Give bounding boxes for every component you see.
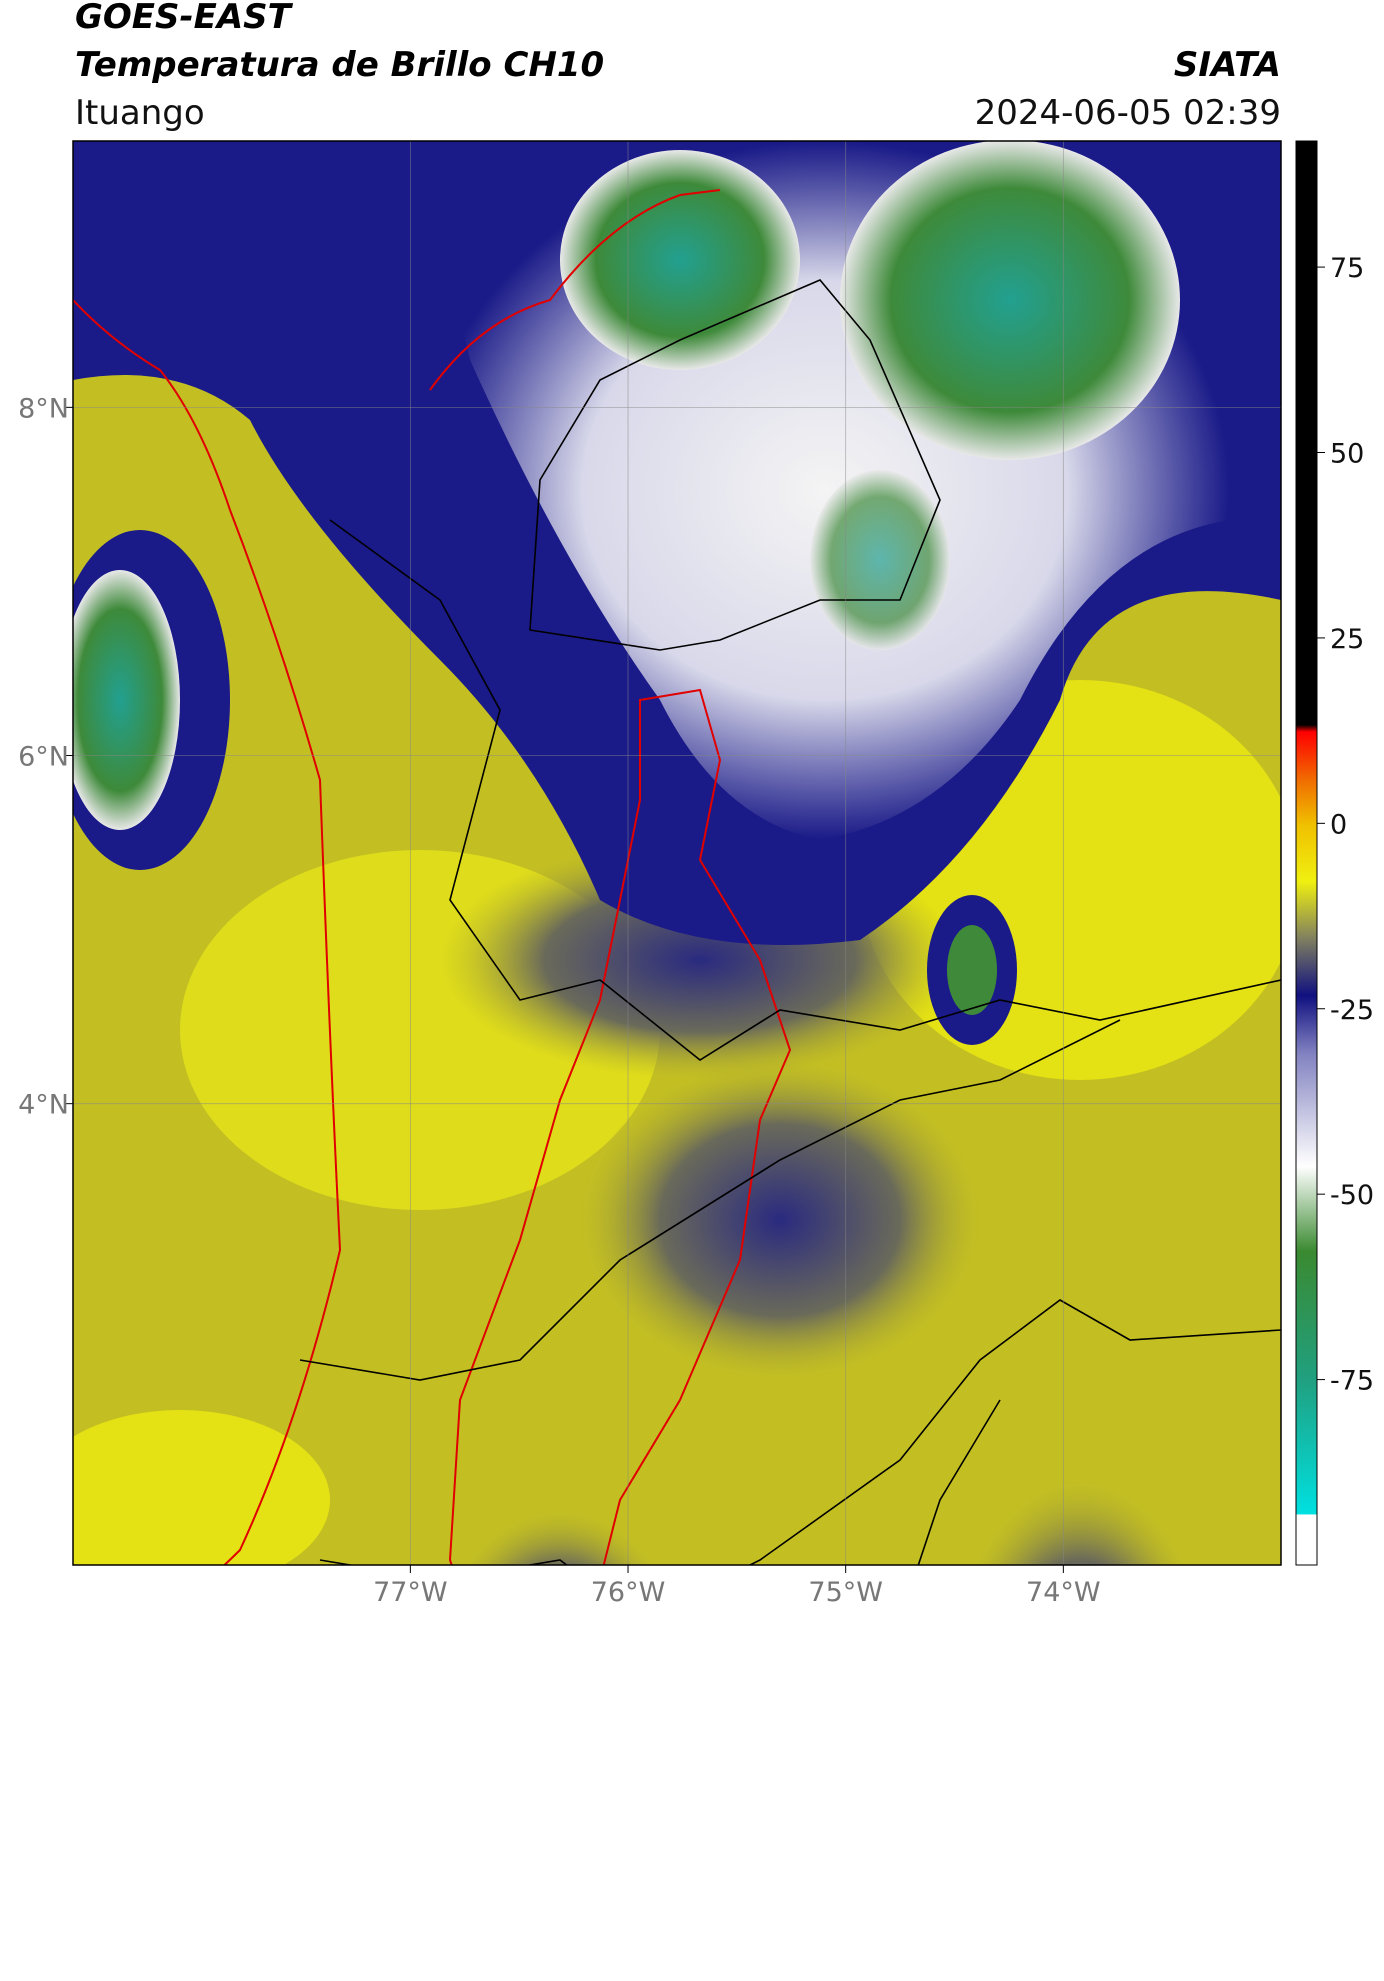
cold-area — [973, 1480, 1187, 1565]
colorbar-tick-label: -75 — [1330, 1366, 1374, 1397]
cold-area — [580, 1060, 980, 1380]
title: GOES-EAST — [75, 0, 294, 37]
cold-area — [464, 1510, 656, 1565]
very-cold-core — [810, 470, 950, 650]
x-tick-label: 75°W — [808, 1577, 883, 1608]
warm-area — [73, 1410, 330, 1565]
colorbar-tick-label: 0 — [1330, 809, 1347, 840]
x-tick-label: 76°W — [591, 1577, 666, 1608]
very-cold-core — [947, 925, 997, 1015]
department-border — [299, 1019, 1121, 1381]
department-border — [329, 519, 1281, 1061]
colorbar-tick-label: 75 — [1330, 253, 1364, 284]
department-border — [1140, 1720, 1281, 1920]
datetime: 2024-06-05 02:39 — [975, 93, 1281, 133]
department-border — [319, 1299, 1281, 1565]
colorbar — [1295, 140, 1318, 1566]
map — [73, 141, 1281, 1920]
y-tick-label: 8°N — [18, 393, 69, 424]
coastline — [73, 299, 342, 1565]
colorbar-tick-label: 25 — [1330, 624, 1364, 655]
department-border — [529, 279, 941, 651]
very-cold-core — [73, 570, 180, 830]
subtitle: Temperatura de Brillo CH10 — [75, 45, 604, 85]
basin-outline — [448, 688, 792, 1565]
map-frame — [72, 140, 1282, 1566]
very-cold-core — [840, 141, 1180, 460]
y-tick-label: 6°N — [18, 742, 69, 773]
x-tick-label: 77°W — [373, 1577, 448, 1608]
department-border — [917, 1399, 1001, 1565]
very-cold-core — [560, 150, 800, 370]
x-tick-label: 74°W — [1026, 1577, 1101, 1608]
colorbar-tick-label: 50 — [1330, 439, 1364, 470]
colorbar-tick-label: -25 — [1330, 995, 1374, 1026]
colorbar-tick-label: -50 — [1330, 1180, 1374, 1211]
source: SIATA — [1174, 45, 1281, 85]
location: Ituango — [75, 93, 205, 133]
y-tick-label: 4°N — [18, 1090, 69, 1121]
coastline — [429, 189, 721, 391]
